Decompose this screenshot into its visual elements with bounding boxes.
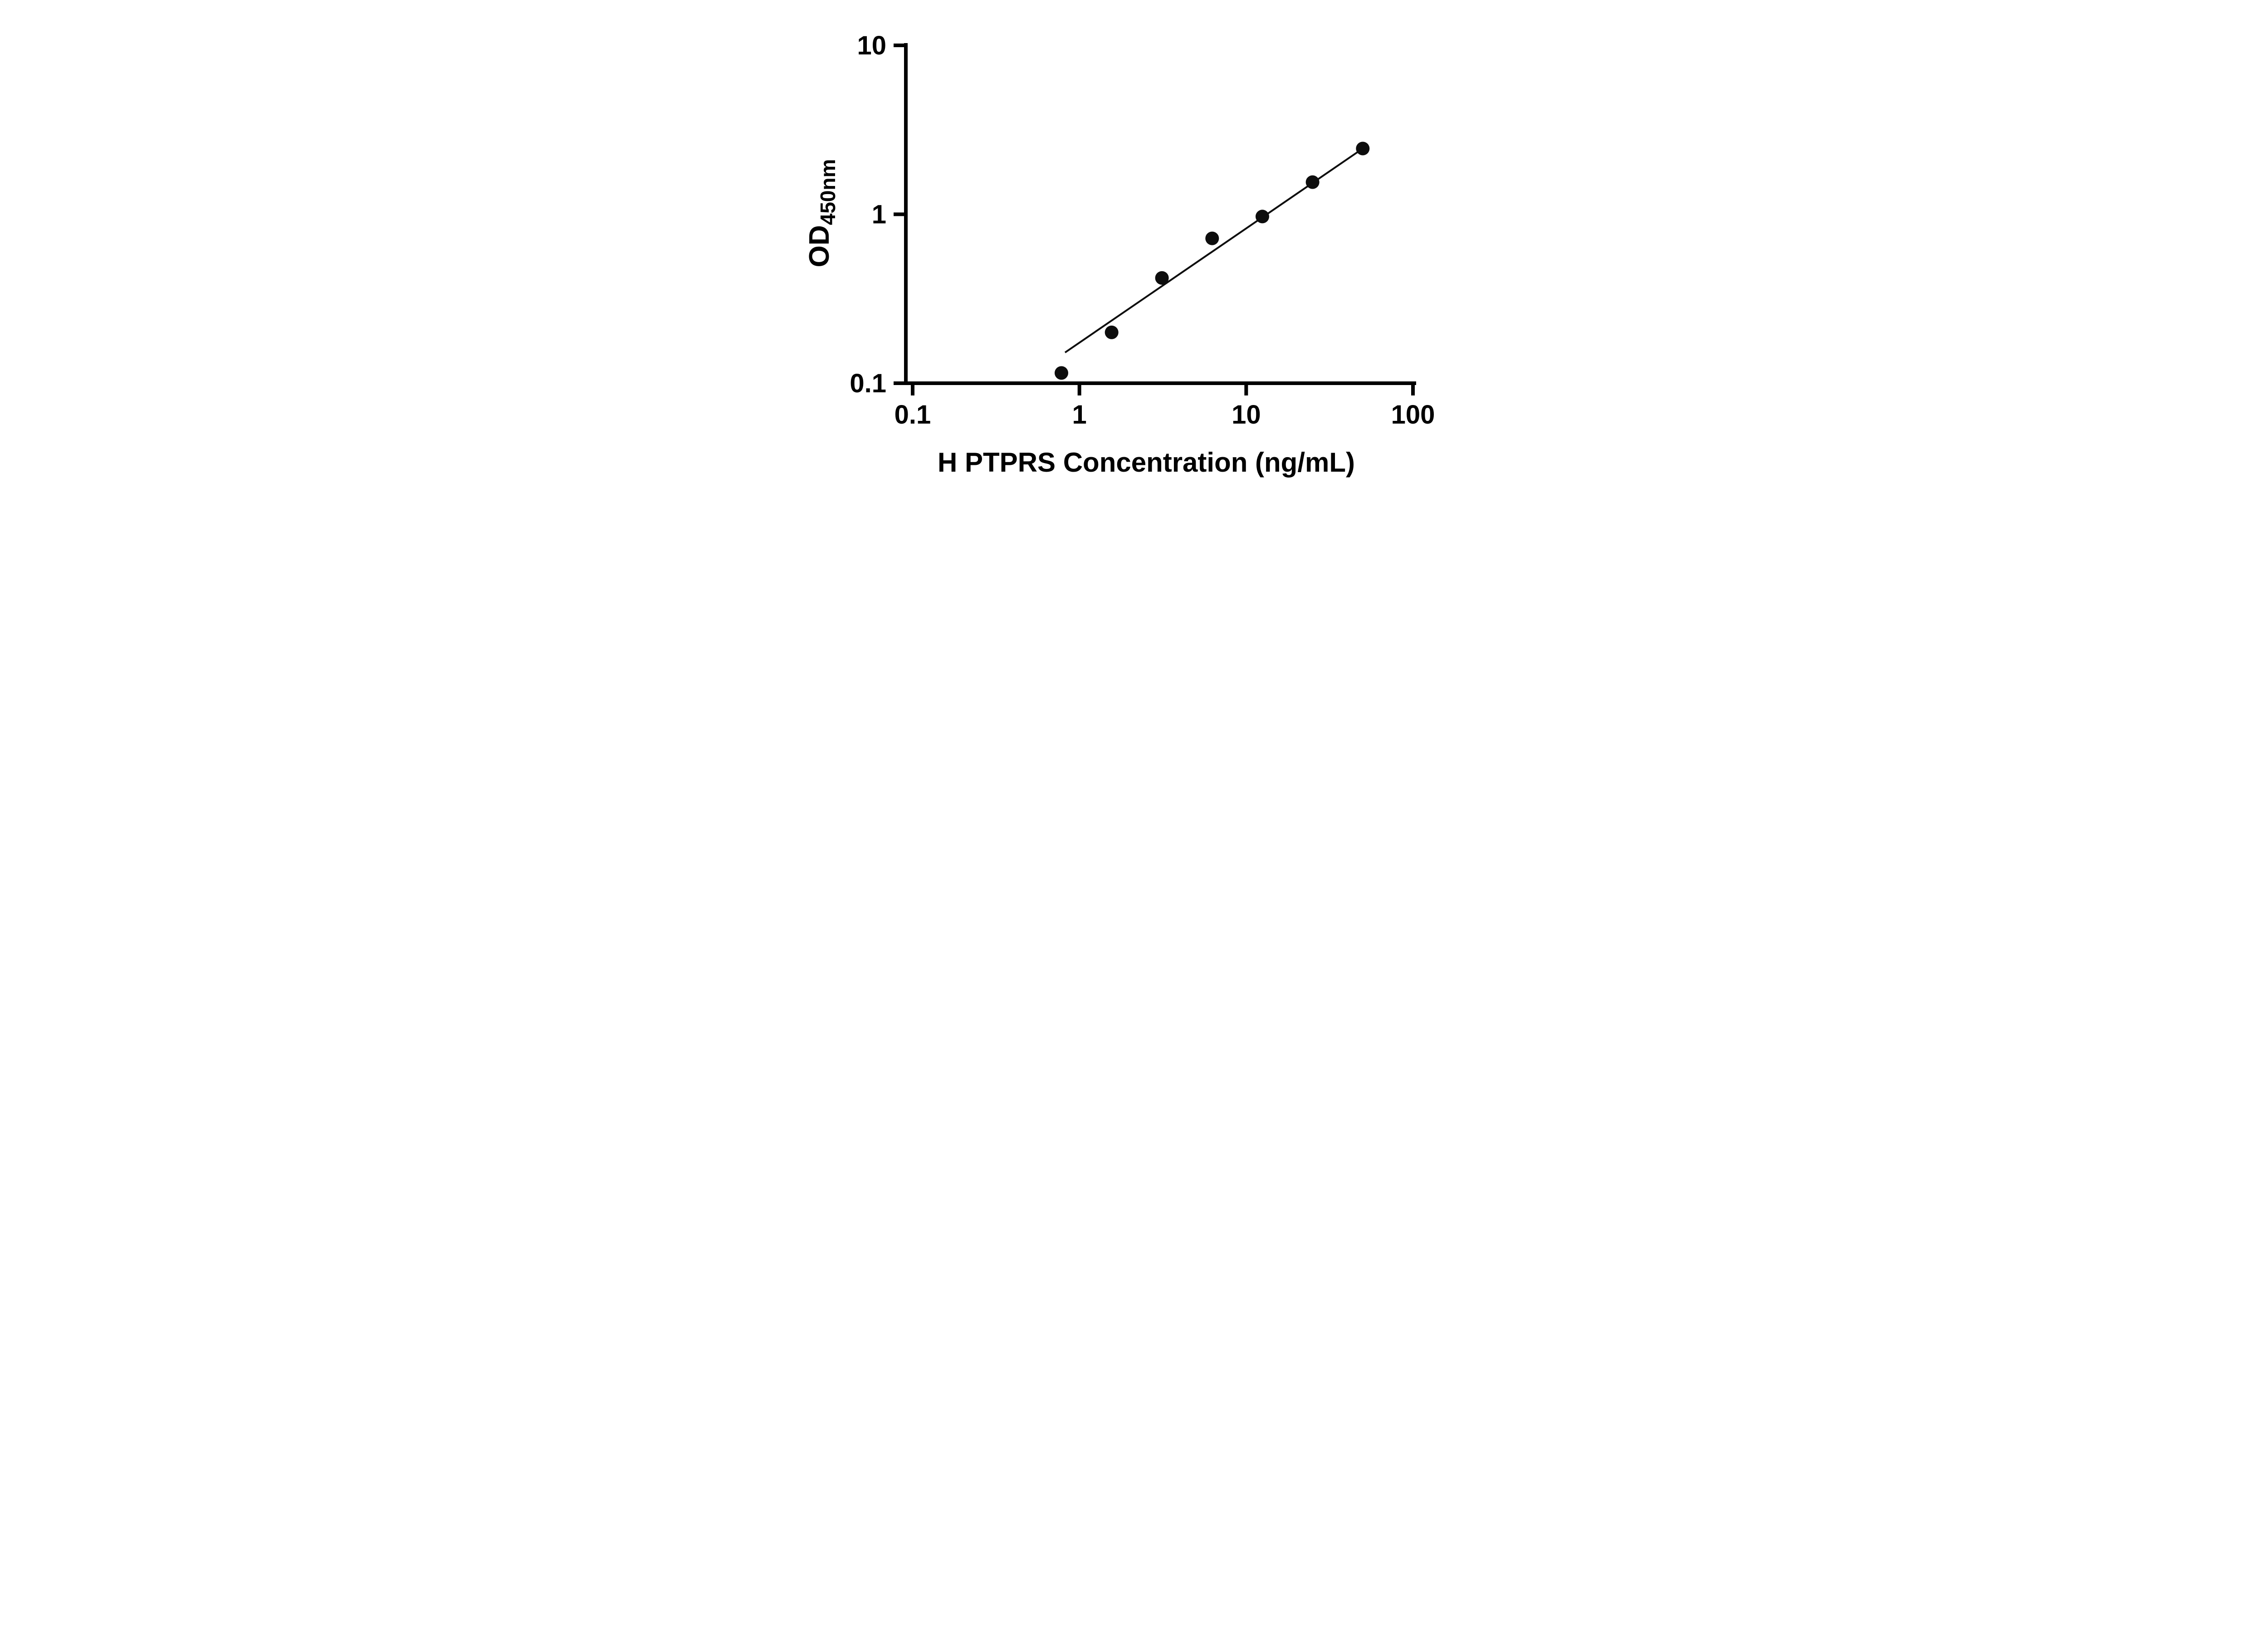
y-tick-label: 0.1 bbox=[850, 369, 886, 398]
x-tick-label: 100 bbox=[1391, 400, 1435, 429]
data-point bbox=[1356, 141, 1370, 156]
data-point bbox=[1205, 231, 1219, 245]
axis-spines bbox=[904, 43, 1416, 385]
data-point bbox=[1305, 175, 1320, 189]
x-tick-label: 0.1 bbox=[894, 400, 931, 429]
x-tick-label: 1 bbox=[1072, 400, 1087, 429]
standard-curve-plot: 0.1 1 10 100 0.1 1 10 H PTPRS Concentration (ng… bbox=[804, 31, 1435, 478]
data-point bbox=[1155, 271, 1169, 285]
x-tick-label: 10 bbox=[1232, 400, 1261, 429]
x-axis-title: H PTPRS Concentration (ng/mL) bbox=[938, 447, 1355, 478]
y-axis-title-subscript: 450nm bbox=[816, 159, 840, 225]
y-axis-title-main: OD bbox=[804, 225, 835, 267]
y-axis-title: OD450nm bbox=[804, 159, 840, 268]
data-point bbox=[1054, 366, 1068, 380]
data-point bbox=[1105, 325, 1119, 339]
y-tick-label: 10 bbox=[857, 31, 886, 60]
elisa-standard-curve-figure: 0.1 1 10 100 0.1 1 10 H PTPRS Concentration (ng… bbox=[783, 0, 1485, 505]
y-tick-label: 1 bbox=[872, 200, 886, 229]
data-point bbox=[1255, 210, 1269, 224]
